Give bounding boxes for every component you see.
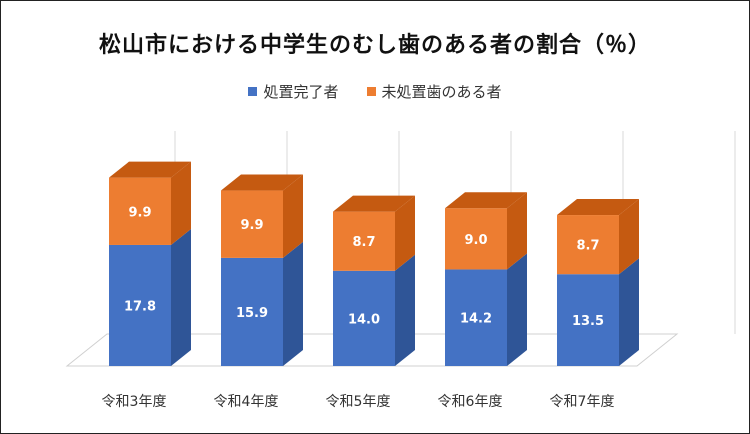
bar-untreated-2-front: [333, 211, 395, 271]
bar-treated-0-front: [109, 244, 171, 366]
bar-treated-2-side: [395, 254, 415, 366]
legend-item-untreated: 未処置歯のある者: [366, 81, 502, 102]
legend-label-treated: 処置完了者: [263, 83, 339, 101]
bar-treated-4-front: [557, 274, 619, 366]
legend-swatch-treated: [248, 87, 258, 96]
category-label-2: 令和5年度: [326, 394, 391, 410]
bar-untreated-0-side: [171, 161, 191, 245]
category-label-4: 令和7年度: [550, 394, 615, 410]
bar-treated-0-side: [171, 228, 191, 366]
legend-item-treated: 処置完了者: [248, 81, 339, 102]
legend-swatch-untreated: [366, 87, 376, 96]
bar-treated-1-front: [221, 257, 283, 366]
category-label-0: 令和3年度: [102, 394, 167, 410]
data-label-treated-0: 17.8: [124, 299, 156, 314]
data-label-treated-2: 14.0: [348, 312, 380, 327]
bar-treated-1-side: [283, 241, 303, 366]
bar-untreated-4-side: [619, 199, 639, 275]
data-label-untreated-2: 8.7: [352, 235, 375, 250]
bar-untreated-1-front: [221, 190, 283, 258]
bar-top-1: [221, 174, 303, 191]
data-label-treated-3: 14.2: [460, 312, 492, 327]
data-label-untreated-0: 9.9: [128, 205, 151, 220]
bar-treated-3-front: [445, 269, 507, 366]
category-label-3: 令和6年度: [438, 394, 503, 410]
bar-top-0: [109, 161, 191, 178]
category-label-1: 令和4年度: [214, 394, 279, 410]
bar-untreated-3-side: [507, 192, 527, 270]
bar-treated-3-side: [507, 253, 527, 366]
data-label-treated-4: 13.5: [572, 314, 604, 329]
bar-top-4: [557, 199, 639, 216]
legend: 処置完了者 未処置歯のある者: [1, 81, 749, 102]
chart-title: 松山市における中学生のむし歯のある者の割合（％）: [98, 33, 651, 58]
bar-top-2: [333, 195, 415, 212]
data-label-untreated-4: 8.7: [576, 239, 599, 254]
bar-untreated-2-side: [395, 195, 415, 271]
bar-untreated-0-front: [109, 177, 171, 245]
data-label-untreated-3: 9.0: [464, 233, 487, 248]
bar-untreated-4-front: [557, 215, 619, 275]
bar-treated-2-front: [333, 270, 395, 366]
bar-top-3: [445, 192, 527, 209]
bar-treated-4-side: [619, 258, 639, 366]
bar-untreated-1-side: [283, 174, 303, 258]
legend-label-untreated: 未処置歯のある者: [381, 83, 502, 101]
bar-untreated-3-front: [445, 208, 507, 270]
data-label-treated-1: 15.9: [236, 306, 268, 321]
data-label-untreated-1: 9.9: [240, 218, 263, 233]
